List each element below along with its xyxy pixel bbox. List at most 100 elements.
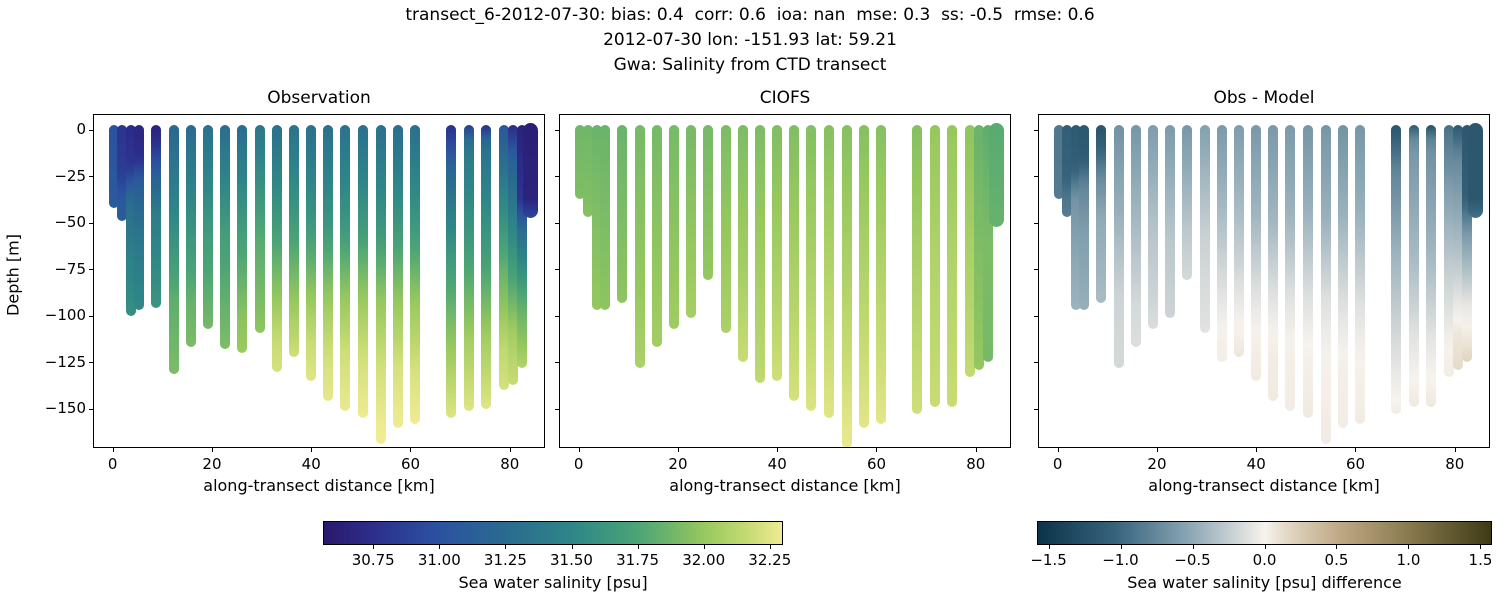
ctd-cast-ciofs xyxy=(789,125,800,402)
x-tick-mark xyxy=(975,448,977,452)
y-tick-mark xyxy=(555,269,559,271)
colorbar-salinity: Sea water salinity [psu] 30.75 31.00 31.25… xyxy=(323,521,791,592)
panel-obs-minus-model: Obs - Model along-transect distance [km]… xyxy=(1034,88,1490,495)
ctd-cast-observation xyxy=(463,125,474,411)
x-axis-label: along-transect distance [km] xyxy=(1148,476,1380,495)
colorbar-tick-mark xyxy=(1336,545,1338,549)
x-tick-mark xyxy=(211,448,213,452)
ctd-cast-ciofs xyxy=(703,125,714,281)
ctd-cast-observation xyxy=(168,125,179,374)
ctd-cast-observation xyxy=(237,125,248,354)
ctd-cast-obs-minus-model xyxy=(1096,125,1107,303)
x-tick-mark xyxy=(1256,448,1258,452)
colorbar-difference-label: Sea water salinity [psu] difference xyxy=(1127,573,1402,592)
y-tick-label: −125 xyxy=(44,352,86,371)
colorbar-tick-label: −1.0 xyxy=(1102,551,1139,569)
y-tick-label: 0 xyxy=(76,120,86,139)
ctd-cast-obs-minus-model xyxy=(1320,125,1331,445)
ctd-cast-obs-minus-model xyxy=(1199,125,1210,333)
y-tick-mark xyxy=(555,315,559,317)
x-tick-mark xyxy=(112,448,114,452)
ctd-cast-obs-minus-model xyxy=(1164,125,1175,318)
colorbar-tick-mark xyxy=(1048,545,1050,549)
ctd-cast-obs-minus-model xyxy=(1285,125,1296,411)
y-tick-mark xyxy=(1034,269,1038,271)
ctd-cast-obs-minus-model xyxy=(1302,125,1313,419)
ctd-cast-obs-minus-model xyxy=(1408,125,1419,408)
ctd-cast-observation xyxy=(109,125,120,208)
y-tick-label: −75 xyxy=(54,259,86,278)
ctd-cast-obs-minus-model xyxy=(1070,125,1081,311)
ctd-cast-observation xyxy=(254,125,265,333)
panel-observation: Observation along-transect distance [km]… xyxy=(45,88,545,495)
x-tick-mark xyxy=(578,448,580,452)
ctd-cast-obs-minus-model xyxy=(1355,125,1366,424)
x-tick-mark xyxy=(1057,448,1059,452)
ctd-cast-observation xyxy=(306,125,317,381)
plot-area-obs-minus-model xyxy=(1039,115,1489,447)
y-tick-mark xyxy=(89,129,93,131)
ctd-cast-obs-minus-model xyxy=(1391,125,1402,415)
ctd-cast-ciofs xyxy=(989,122,1005,228)
ctd-cast-obs-minus-model xyxy=(1113,125,1124,368)
x-axis-label: along-transect distance [km] xyxy=(203,476,435,495)
x-tick-mark xyxy=(311,448,313,452)
ctd-cast-ciofs xyxy=(841,125,852,447)
x-tick-label: 0 xyxy=(107,455,118,473)
colorbar-tick-label: 32.00 xyxy=(682,551,726,569)
y-tick-label: −100 xyxy=(44,306,86,325)
x-tick-mark xyxy=(777,448,779,452)
y-tick-label: −25 xyxy=(54,166,86,185)
ctd-cast-obs-minus-model xyxy=(1443,125,1454,378)
ctd-cast-obs-minus-model xyxy=(1131,125,1142,348)
ctd-cast-ciofs xyxy=(685,125,696,318)
ctd-cast-observation xyxy=(202,125,213,329)
suptitle-stats-line: transect_6-2012-07-30: bias: 0.4 corr: 0… xyxy=(405,5,1095,25)
y-tick-mark xyxy=(1034,222,1038,224)
ctd-cast-observation xyxy=(134,125,144,311)
ctd-cast-observation xyxy=(116,125,127,221)
colorbar-tick-mark xyxy=(637,545,639,549)
x-tick-label: 60 xyxy=(866,455,887,473)
colorbar-difference: Sea water salinity [psu] difference −1.5… xyxy=(1030,521,1492,592)
ctd-cast-ciofs xyxy=(755,125,766,383)
ctd-cast-ciofs xyxy=(823,125,834,419)
x-axis-label: along-transect distance [km] xyxy=(669,476,901,495)
colorbar-tick-label: 31.25 xyxy=(483,551,527,569)
ctd-cast-observation xyxy=(498,125,509,391)
x-tick-label: 80 xyxy=(1445,455,1465,473)
x-tick-label: 40 xyxy=(1246,455,1266,473)
x-tick-mark xyxy=(410,448,412,452)
ctd-cast-obs-minus-model xyxy=(1268,125,1279,402)
colorbar-tick-label: 1.5 xyxy=(1468,551,1493,569)
ctd-cast-observation xyxy=(516,125,527,368)
ctd-cast-obs-minus-model xyxy=(1452,125,1463,370)
ctd-cast-observation xyxy=(272,125,283,372)
x-tick-mark xyxy=(1156,448,1158,452)
ctd-cast-ciofs xyxy=(859,125,870,428)
x-tick-label: 0 xyxy=(1052,455,1063,473)
ctd-cast-ciofs xyxy=(720,125,731,333)
colorbar-salinity-label: Sea water salinity [psu] xyxy=(458,573,648,592)
colorbar-tick-mark xyxy=(1120,545,1122,549)
ctd-cast-observation xyxy=(125,125,136,316)
y-tick-mark xyxy=(89,362,93,364)
ctd-cast-observation xyxy=(219,125,230,350)
ctd-cast-obs-minus-model xyxy=(1054,125,1065,199)
y-tick-mark xyxy=(1034,129,1038,131)
colorbar-tick-mark xyxy=(769,545,771,549)
y-tick-mark xyxy=(89,315,93,317)
x-tick-label: 60 xyxy=(400,455,421,473)
ctd-cast-ciofs xyxy=(964,125,975,378)
colorbar-difference-gradient xyxy=(1037,521,1492,545)
colorbar-tick-label: −1.5 xyxy=(1030,551,1067,569)
ctd-cast-ciofs xyxy=(806,125,817,411)
ctd-cast-observation xyxy=(480,125,491,409)
colorbar-tick-mark xyxy=(439,545,441,549)
ctd-cast-obs-minus-model xyxy=(1182,125,1193,281)
y-tick-mark xyxy=(1034,362,1038,364)
ctd-cast-observation xyxy=(523,122,539,218)
y-tick-mark xyxy=(555,222,559,224)
ctd-cast-obs-minus-model xyxy=(1461,125,1472,363)
